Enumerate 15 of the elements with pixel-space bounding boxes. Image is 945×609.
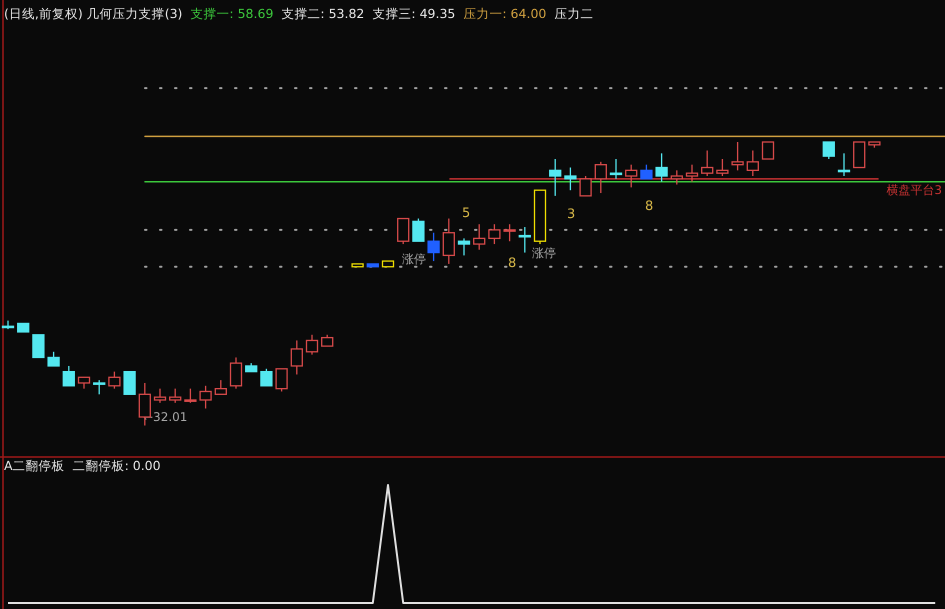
annotation: 涨停 bbox=[402, 252, 426, 266]
chart-title: A二翻停板 bbox=[4, 458, 65, 473]
annotation: 涨停 bbox=[532, 246, 556, 260]
annotation: 8 bbox=[508, 256, 516, 271]
text: 支撑一: 58.69 bbox=[190, 6, 274, 21]
annotation: 3 bbox=[567, 207, 576, 222]
text: 压力二 bbox=[554, 6, 594, 21]
text: 压力一: 64.00 bbox=[463, 6, 546, 21]
annotation: 8 bbox=[645, 199, 654, 214]
text: 横盘平台3 bbox=[886, 183, 942, 197]
chart-title: (日线,前复权) 几何压力支撑(3) bbox=[4, 6, 182, 21]
text: 支撑二: 53.82 bbox=[281, 6, 364, 21]
text: 支撑三: 49.35 bbox=[372, 6, 456, 21]
annotation: 5 bbox=[462, 206, 470, 221]
text: 二翻停板: 0.00 bbox=[72, 458, 161, 473]
